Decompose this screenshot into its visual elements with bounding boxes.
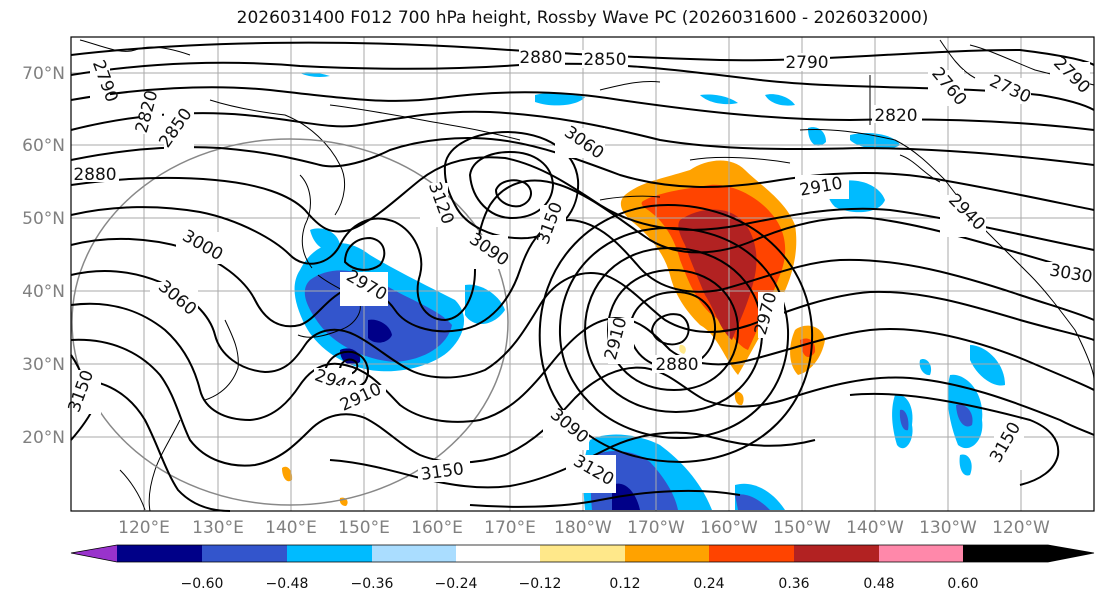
contour-label-2880-top: 2880 [519, 48, 562, 68]
map-content: 2880 2850 2790 2790 2820 2850 2880 2760 … [65, 37, 1095, 512]
lat-label-20n: 20°N [22, 428, 65, 448]
lon-label-140w: 140°W [846, 518, 904, 538]
lon-label-150w: 150°W [773, 518, 831, 538]
colorbar-tick-label: −0.24 [435, 576, 478, 592]
lat-label-30n: 30°N [22, 355, 65, 375]
lon-label-170w: 170°W [627, 518, 685, 538]
map-title: 2026031400 F012 700 hPa height, Rossby W… [236, 8, 929, 28]
lat-label-50n: 50°N [22, 209, 65, 229]
projection-circle [71, 138, 509, 506]
colorbar-extend-high [963, 545, 1094, 562]
colorbar-tick-label: −0.36 [351, 576, 394, 592]
colorbar-tick-label: 0.24 [693, 576, 724, 592]
lon-label-160e: 160°E [411, 518, 463, 538]
colorbar-tick-label: 0.36 [778, 576, 809, 592]
longitude-axis: 120°E 130°E 140°E 150°E 160°E 170°E 180°… [118, 518, 1050, 538]
map-frame [70, 36, 1095, 512]
lon-label-180w: 180°W [554, 518, 612, 538]
lon-label-140e: 140°E [265, 518, 317, 538]
contour-labels: 2880 2850 2790 2790 2820 2850 2880 2760 … [65, 48, 1094, 493]
colorbar: −0.60 −0.48 −0.36 −0.24 −0.12 0.12 0.24 … [70, 544, 1095, 592]
colorbar-tick-label: −0.12 [519, 576, 562, 592]
lat-label-40n: 40°N [22, 282, 65, 302]
colorbar-extend-low [71, 545, 117, 562]
colorbar-tick-label: −0.48 [266, 576, 309, 592]
contour-label-2790-east: 2790 [785, 53, 828, 73]
colorbar-cell [540, 545, 626, 562]
colorbar-ticks: −0.60 −0.48 −0.36 −0.24 −0.12 0.12 0.24 … [181, 576, 979, 592]
lon-label-150e: 150°E [338, 518, 390, 538]
contour-label-2880-west: 2880 [73, 165, 116, 185]
contour-label-2850-top: 2850 [583, 50, 626, 70]
colorbar-tick-label: −0.60 [181, 576, 224, 592]
colorbar-tick-label: 0.48 [863, 576, 894, 592]
colorbar-outline [70, 544, 1095, 563]
latitude-axis: 70°N 60°N 50°N 40°N 30°N 20°N [22, 64, 65, 448]
lon-label-120e: 120°E [118, 518, 170, 538]
colorbar-cell [709, 545, 795, 562]
lon-label-120w: 120°W [992, 518, 1050, 538]
colorbar-tick-label: 0.12 [609, 576, 640, 592]
colorbar-tick-label: 0.60 [947, 576, 978, 592]
colorbar-cell [117, 545, 203, 562]
lon-label-130e: 130°E [192, 518, 244, 538]
contour-label-2880-low: 2880 [655, 355, 698, 375]
lon-label-130w: 130°W [919, 518, 977, 538]
colorbar-cell [625, 545, 711, 562]
colorbar-cell [794, 545, 880, 562]
lon-label-170e: 170°E [484, 518, 536, 538]
lat-label-60n: 60°N [22, 136, 65, 156]
colorbar-cell [879, 545, 965, 562]
contour-label-2820-east: 2820 [874, 106, 917, 126]
lat-label-70n: 70°N [22, 64, 65, 84]
colorbar-cell [287, 545, 373, 562]
colorbar-cell [372, 545, 458, 562]
colorbar-cell [202, 545, 288, 562]
lon-label-160w: 160°W [700, 518, 758, 538]
colorbar-cell [456, 545, 542, 562]
